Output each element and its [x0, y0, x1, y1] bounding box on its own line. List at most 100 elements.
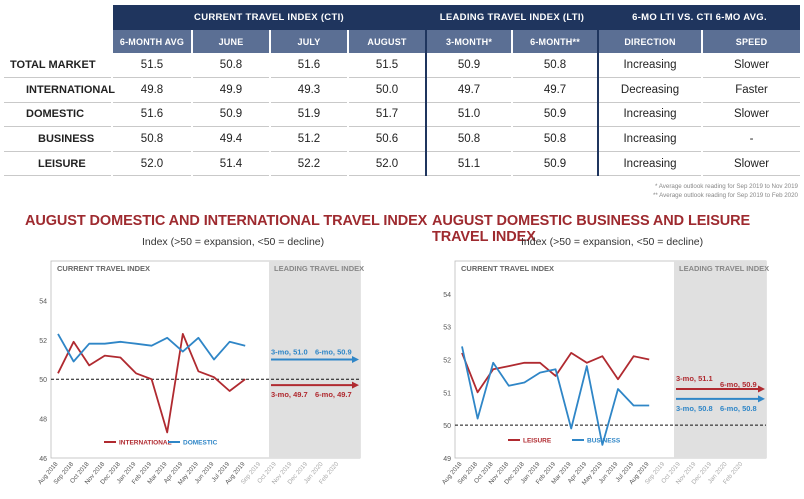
table-cell: Increasing — [597, 151, 703, 177]
forecast-arrow-head — [758, 395, 765, 403]
y-tick-label: 49 — [443, 456, 451, 463]
column-header: JUNE — [191, 30, 270, 53]
table-cell: 51.7 — [346, 102, 427, 128]
table-cell: 52.0 — [346, 151, 427, 177]
y-tick-label: 46 — [39, 456, 47, 463]
table-cell: 49.3 — [269, 77, 348, 103]
y-tick-label: 52 — [39, 338, 47, 345]
forecast-label-3mo: 3-mo, 51.0 — [271, 348, 308, 357]
forecast-label-6mo: 6-mo, 50.8 — [720, 404, 757, 413]
table-cell: 49.9 — [191, 77, 270, 103]
series-line-domestic — [57, 333, 246, 363]
column-header: AUGUST — [346, 30, 427, 53]
row-label: INTERNATIONAL — [4, 77, 115, 103]
table-cell: Increasing — [597, 126, 703, 152]
table-cell: Faster — [701, 77, 801, 103]
region-label-leading: LEADING TRAVEL INDEX — [274, 264, 364, 273]
table-cell: 49.8 — [111, 77, 192, 103]
table-cell: 50.9 — [191, 102, 270, 128]
region-label-current: CURRENT TRAVEL INDEX — [461, 264, 554, 273]
footnote: * Average outlook reading for Sep 2019 t… — [655, 183, 798, 190]
table-cell: 51.2 — [269, 126, 348, 152]
chart1-title: AUGUST DOMESTIC AND INTERNATIONAL TRAVEL… — [25, 213, 428, 229]
table-cell: 51.1 — [425, 151, 513, 177]
forecast-shade — [674, 261, 766, 458]
forecast-label-3mo: 3-mo, 49.7 — [271, 390, 308, 399]
table-cell: - — [701, 126, 801, 152]
cti-group-header: CURRENT TRAVEL INDEX (CTI) — [110, 5, 427, 30]
table-cell: 50.9 — [511, 151, 599, 177]
lti-group-header: LEADING TRAVEL INDEX (LTI) — [425, 5, 599, 30]
table-cell: 49.4 — [191, 126, 270, 152]
chart2-subtitle: Index (>50 = expansion, <50 = decline) — [521, 236, 704, 248]
table-cell: Slower — [701, 151, 801, 177]
y-tick-label: 50 — [443, 423, 451, 430]
table-cell: Decreasing — [597, 77, 703, 103]
column-header: SPEED — [701, 30, 801, 53]
forecast-label-3mo: 3-mo, 50.8 — [676, 404, 713, 413]
row-label: BUSINESS — [4, 126, 112, 152]
table-cell: 51.9 — [269, 102, 348, 128]
table-cell: 50.8 — [191, 53, 270, 79]
table-cell: 51.0 — [425, 102, 513, 128]
forecast-label-6mo: 6-mo, 49.7 — [315, 390, 352, 399]
forecast-arrow-head — [352, 381, 359, 389]
table-cell: 50.6 — [346, 126, 427, 152]
table-cell: 51.5 — [346, 53, 427, 79]
table-row: DOMESTIC 51.6 50.9 51.9 51.7 51.0 50.9 Increasi… — [4, 102, 801, 128]
legend-label: INTERNATIONAL — [119, 440, 172, 447]
column-header: DIRECTION — [597, 30, 703, 53]
table-cell: 49.7 — [425, 77, 513, 103]
table-cell: 50.8 — [511, 53, 599, 79]
legend-label: DOMESTIC — [183, 440, 218, 447]
y-tick-label: 53 — [443, 325, 451, 332]
table-cell: 50.0 — [346, 77, 427, 103]
compare-group-header: 6-MO LTI VS. CTI 6-MO AVG. — [597, 5, 801, 30]
forecast-label-6mo: 6-mo, 50.9 — [720, 380, 757, 389]
y-tick-label: 48 — [39, 417, 47, 424]
region-label-leading: LEADING TRAVEL INDEX — [679, 264, 769, 273]
forecast-arrow-head — [758, 385, 765, 393]
y-tick-label: 54 — [39, 298, 47, 305]
table-row: LEISURE 52.0 51.4 52.2 52.0 51.1 50.9 Increasin… — [4, 151, 801, 177]
table-cell: 50.8 — [511, 126, 599, 152]
row-label: LEISURE — [4, 151, 112, 177]
column-header: 3-MONTH* — [425, 30, 513, 53]
forecast-arrow-head — [352, 356, 359, 363]
row-label: DOMESTIC — [4, 102, 112, 128]
table-cell: Increasing — [597, 53, 703, 79]
table-row: BUSINESS 50.8 49.4 51.2 50.6 50.8 50.8 Increasi… — [4, 126, 801, 152]
y-tick-label: 51 — [443, 390, 451, 397]
chart1-subtitle: Index (>50 = expansion, <50 = decline) — [142, 236, 325, 248]
table-cell: 52.2 — [269, 151, 348, 177]
table-cell: 49.7 — [511, 77, 599, 103]
y-tick-label: 50 — [39, 377, 47, 384]
column-header: 6-MONTH** — [511, 30, 599, 53]
footnote: ** Average outlook reading for Sep 2019 … — [652, 191, 798, 199]
table-cell: 51.4 — [191, 151, 270, 177]
y-tick-label: 54 — [443, 292, 451, 299]
table-cell: Slower — [701, 53, 801, 79]
table-cell: 50.9 — [425, 53, 513, 79]
table-cell: Increasing — [597, 102, 703, 128]
row-label: TOTAL MARKET — [4, 53, 112, 79]
table-cell: 51.6 — [269, 53, 348, 79]
table-row: TOTAL MARKET 51.5 50.8 51.6 51.5 50.9 50.8 Incr… — [4, 53, 801, 79]
forecast-label-3mo: 3-mo, 51.1 — [676, 374, 713, 383]
column-header: JULY — [269, 30, 348, 53]
forecast-label-6mo: 6-mo, 50.9 — [315, 348, 352, 357]
y-tick-label: 52 — [443, 358, 451, 365]
legend-label: BUSINESS — [587, 438, 621, 445]
table-cell: 51.6 — [111, 102, 192, 128]
table-row: INTERNATIONAL 49.8 49.9 49.3 50.0 49.7 49.7 Dec… — [4, 77, 801, 103]
table-cell: 50.9 — [511, 102, 599, 128]
series-line-leisure — [461, 351, 650, 394]
chart2-title: AUGUST DOMESTIC BUSINESS AND LEISURE TRA… — [432, 213, 751, 245]
table-cell: 50.8 — [425, 126, 513, 152]
series-line-business — [461, 346, 650, 446]
travel-index-table: CURRENT TRAVEL INDEX (CTI) LEADING TRAVE… — [4, 5, 801, 177]
table-footnotes: * Average outlook reading for Sep 2019 t… — [653, 183, 798, 200]
series-line-international — [57, 332, 246, 434]
